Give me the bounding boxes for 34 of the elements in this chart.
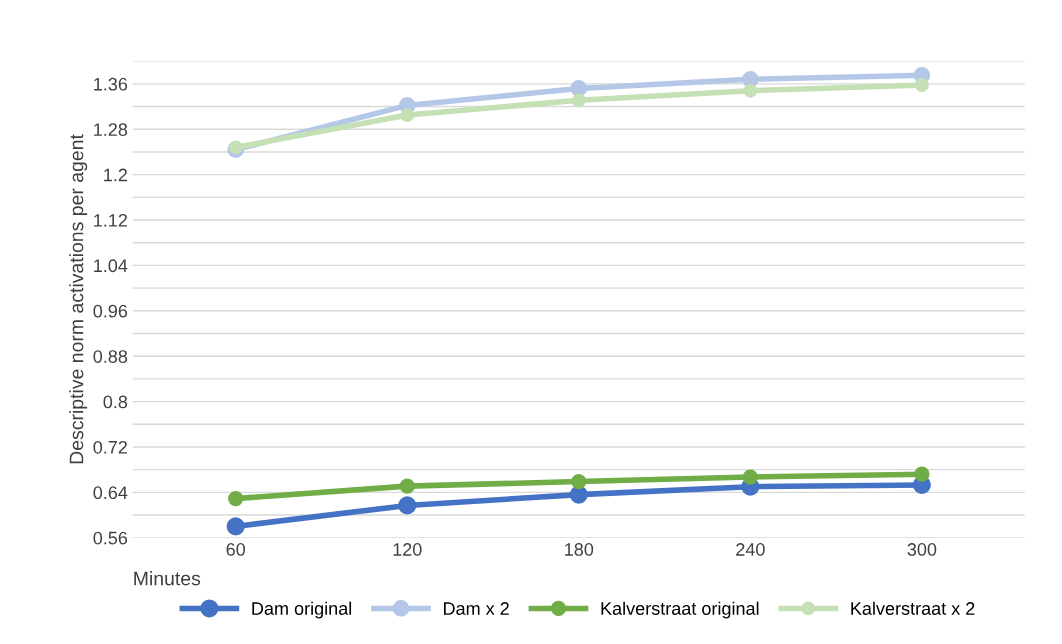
y-tick-label: 0.96 xyxy=(93,304,128,318)
legend-label: Dam original xyxy=(252,601,352,619)
point xyxy=(914,78,929,92)
y-tick-label: 0.56 xyxy=(93,531,128,545)
point xyxy=(742,469,758,485)
y-tick-label: 1.12 xyxy=(94,213,127,227)
point xyxy=(400,108,415,123)
x-tick-label: 60 xyxy=(226,543,246,556)
y-tick-label: 1.36 xyxy=(94,77,128,91)
y-tick-label: 0.8 xyxy=(103,395,128,409)
y-tick-label: 0.64 xyxy=(93,486,128,500)
y-axis-title: Descriptive norm activations per agent xyxy=(69,134,88,464)
x-tick-label: 300 xyxy=(907,543,937,556)
point xyxy=(398,496,417,515)
point xyxy=(571,93,586,108)
y-tick-label: 0.72 xyxy=(93,440,127,454)
x-tick-label: 120 xyxy=(393,543,422,556)
x-tick-label: 180 xyxy=(565,543,594,556)
x-axis-title: Minutes xyxy=(134,571,201,586)
y-tick-label: 1.2 xyxy=(104,168,127,182)
point xyxy=(399,478,415,494)
y-tick-label: 1.04 xyxy=(94,259,128,273)
legend-label: Kalverstraat original xyxy=(601,601,759,619)
point xyxy=(571,473,587,490)
legend-label: Kalverstraat x 2 xyxy=(851,601,975,615)
point xyxy=(743,83,758,98)
x-tick-label: 240 xyxy=(736,543,765,556)
point xyxy=(226,517,245,536)
point xyxy=(914,466,930,482)
point xyxy=(570,80,588,97)
y-tick-label: 0.88 xyxy=(93,350,128,363)
legend-label: Dam x 2 xyxy=(444,602,509,615)
y-tick-label: 1.28 xyxy=(94,123,128,136)
point xyxy=(228,490,244,507)
